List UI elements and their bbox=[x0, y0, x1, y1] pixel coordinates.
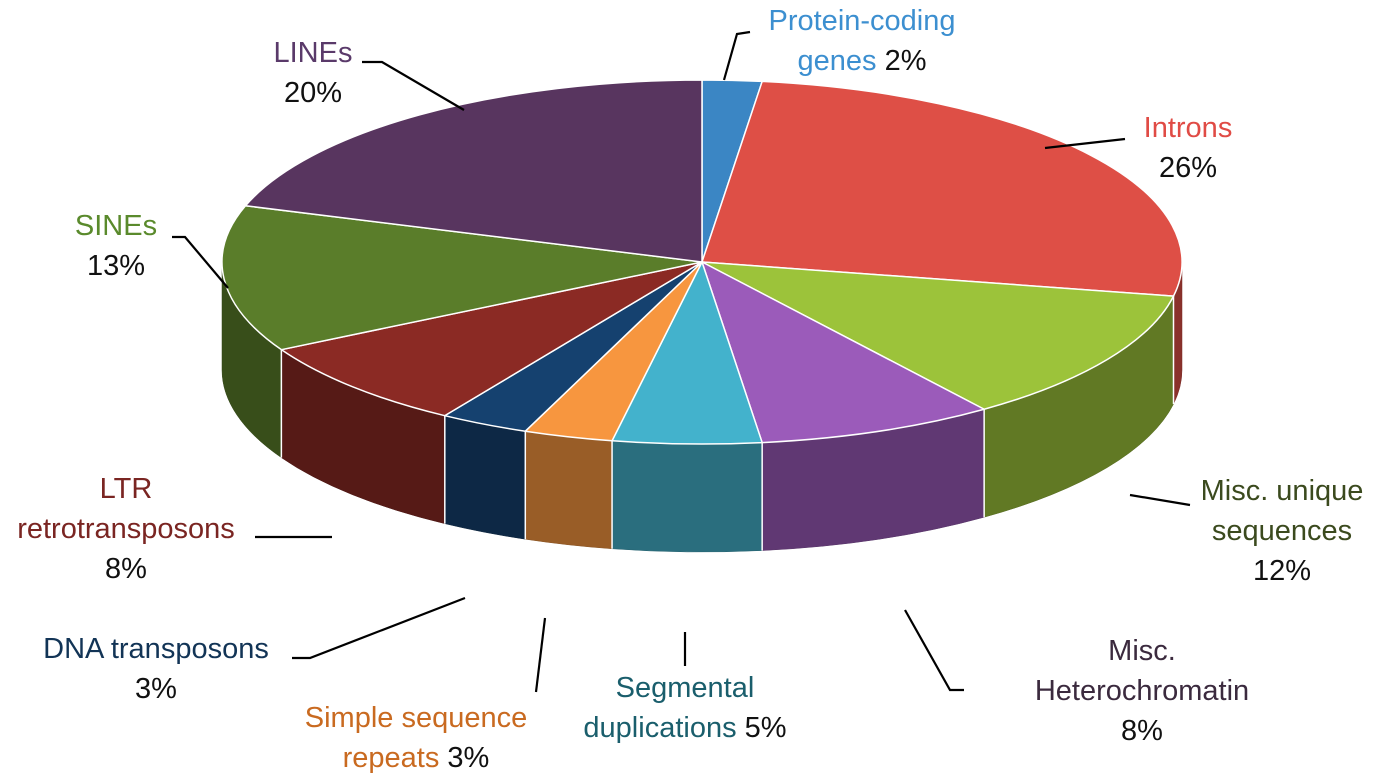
label-lines: LINEs 20% bbox=[274, 37, 353, 109]
label-line-ltr-retrotransposons: retrotransposons bbox=[17, 513, 235, 545]
label-dna-transposons: DNA transposons 3% bbox=[43, 633, 269, 705]
label-misc-heterochromatin: Misc. Heterochromatin 8% bbox=[1035, 635, 1249, 747]
leader-line-dna-transposons bbox=[292, 596, 466, 660]
label-line-introns: Introns bbox=[1144, 112, 1233, 144]
leader-line-sines bbox=[172, 235, 229, 289]
leader-line-introns bbox=[1044, 137, 1126, 150]
leader-lines bbox=[172, 30, 1191, 693]
label-pct-simple-sequence-repeats: 3% bbox=[439, 742, 489, 774]
pie-slice-segmental-duplications bbox=[611, 261, 763, 445]
slice-labels: Protein-coding genes 2% Introns 26% Misc. un… bbox=[17, 5, 1363, 774]
label-pct-segmental-duplications: 5% bbox=[737, 712, 787, 744]
leader-line-protein-coding-genes bbox=[722, 30, 751, 81]
label-line-simple-sequence-repeats: Simple sequence bbox=[305, 702, 527, 734]
pie-slice-introns bbox=[701, 80, 1183, 297]
label-line-misc-heterochromatin: Heterochromatin bbox=[1035, 675, 1249, 707]
label-ltr-retrotransposons: LTR retrotransposons 8% bbox=[17, 473, 235, 585]
label-line-protein-coding-genes: Protein-coding bbox=[769, 5, 956, 37]
label-pct-dna-transposons: 3% bbox=[135, 673, 177, 705]
leader-line-simple-sequence-repeats bbox=[534, 617, 547, 693]
label-simple-sequence-repeats: Simple sequence repeats 3% bbox=[305, 702, 527, 774]
label-introns: Introns 26% bbox=[1144, 112, 1233, 184]
label-segmental-duplications: Segmental duplications 5% bbox=[583, 672, 786, 744]
label-pct-misc-heterochromatin: 8% bbox=[1121, 715, 1163, 747]
label-pct-misc-unique-sequences: 12% bbox=[1253, 555, 1311, 587]
label-line-misc-unique-sequences: Misc. unique bbox=[1201, 475, 1364, 507]
label-pct-introns: 26% bbox=[1159, 152, 1217, 184]
pie-sides bbox=[221, 261, 1183, 553]
label-pct-sines: 13% bbox=[87, 250, 145, 282]
pie-slice-sines bbox=[221, 205, 703, 351]
pie-slice-lines bbox=[244, 79, 703, 263]
label-line-dna-transposons: DNA transposons bbox=[43, 633, 269, 665]
pie-slice-misc-heterochromatin bbox=[701, 261, 985, 444]
label-line-sines: SINEs bbox=[75, 210, 157, 242]
pie-side-simple-sequence-repeats bbox=[525, 430, 613, 550]
label-sines: SINEs 13% bbox=[75, 210, 157, 282]
label-line-lines: LINEs bbox=[274, 37, 353, 69]
label-pct-ltr-retrotransposons: 8% bbox=[105, 553, 147, 585]
label-line-ltr-retrotransposons: LTR bbox=[100, 473, 153, 505]
leader-line-misc-unique-sequences bbox=[1129, 493, 1191, 507]
pie-top-faces bbox=[221, 79, 1183, 445]
leader-line-misc-heterochromatin bbox=[904, 609, 964, 692]
pie-slice-misc-unique-sequences bbox=[701, 261, 1175, 410]
label-line-segmental-duplications: Segmental bbox=[616, 672, 755, 704]
label-pct-protein-coding-genes: 2% bbox=[877, 45, 927, 77]
label-pct-lines: 20% bbox=[284, 77, 342, 109]
label-line-segmental-duplications: duplications bbox=[583, 712, 736, 744]
label-line-protein-coding-genes: genes bbox=[798, 45, 877, 77]
label-misc-unique-sequences: Misc. unique sequences 12% bbox=[1201, 475, 1364, 587]
label-protein-coding-genes: Protein-coding genes 2% bbox=[769, 5, 956, 77]
pie-side-dna-transposons bbox=[444, 415, 526, 540]
pie-side-segmental-duplications bbox=[611, 440, 763, 553]
label-line-misc-unique-sequences: sequences bbox=[1212, 515, 1352, 547]
label-line-simple-sequence-repeats: repeats bbox=[343, 742, 440, 774]
leader-line-lines bbox=[362, 60, 465, 111]
pie-slice-ltr-retrotransposons bbox=[280, 261, 703, 417]
label-line-misc-heterochromatin: Misc. bbox=[1108, 635, 1176, 667]
